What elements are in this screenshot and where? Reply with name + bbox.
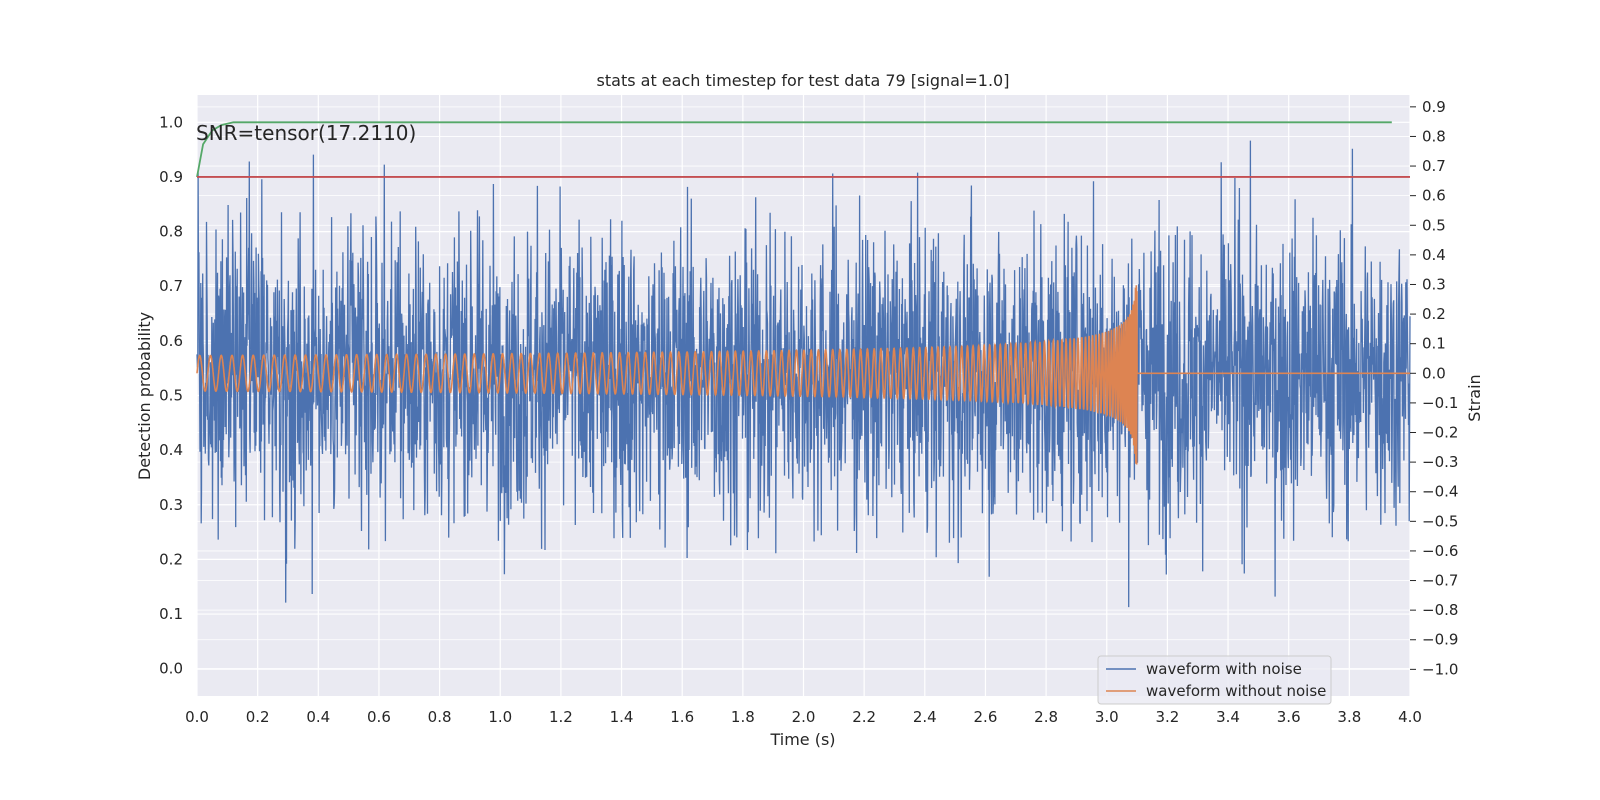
y-tick-label: 0.0 [159,660,183,678]
x-tick-label: 3.4 [1216,708,1240,726]
x-tick-label: 1.2 [549,708,573,726]
y2-tick-label: 0.5 [1422,216,1446,234]
x-tick-label: 0.2 [246,708,270,726]
x-tick-label: 1.4 [610,708,634,726]
snr-annotation: SNR=tensor(17.2110) [196,121,416,145]
y2-tick-label: −1.0 [1422,660,1458,678]
y2-tick-label: −0.6 [1422,542,1458,560]
y-axis-label: Detection probability [135,312,154,480]
y2-tick-label: 0.8 [1422,127,1446,145]
x-tick-label: 3.2 [1155,708,1179,726]
y2-tick-label: −0.2 [1422,424,1458,442]
y-tick-label: 0.3 [159,496,183,514]
y2-tick-label: 0.0 [1422,364,1446,382]
y-axis-ticks: 0.0 0.1 0.2 0.3 0.4 0.5 0.6 0.7 0.8 0.9 1.0 [159,113,183,677]
y2-tick-label: 0.3 [1422,275,1446,293]
y2-tick-label: 0.6 [1422,187,1446,205]
legend: waveform with noise waveform without noi… [1097,655,1332,705]
x-tick-label: 0.8 [428,708,452,726]
y2-tick-label: 0.2 [1422,305,1446,323]
y-tick-label: 0.9 [159,168,183,186]
x-tick-label: 0.0 [185,708,209,726]
x-tick-label: 1.0 [488,708,512,726]
legend-box [1097,655,1332,705]
y-tick-label: 0.2 [159,550,183,568]
y2-tick-label: −0.5 [1422,512,1458,530]
y2-tick-label: −0.8 [1422,601,1458,619]
x-tick-label: 2.2 [852,708,876,726]
y2-tick-label: 0.4 [1422,246,1446,264]
clean-waveform-layer [196,285,1410,465]
x-tick-label: 0.6 [367,708,391,726]
y-tick-label: 0.6 [159,332,183,350]
y2-tick-label: −0.3 [1422,453,1458,471]
x-axis-label: Time (s) [769,730,835,749]
y-tick-label: 0.1 [159,605,183,623]
x-tick-label: 2.0 [792,708,816,726]
x-tick-label: 2.8 [1034,708,1058,726]
x-tick-label: 0.4 [306,708,330,726]
x-tick-label: 1.6 [670,708,694,726]
y-tick-label: 0.5 [159,387,183,405]
x-axis-ticks: 0.0 0.2 0.4 0.6 0.8 1.0 1.2 1.4 1.6 1.8 2.0 2.2 2.4 2… [185,708,1422,726]
detection-probability-line [196,121,1392,178]
y2-tick-label: −0.9 [1422,631,1458,649]
x-tick-label: 3.8 [1337,708,1361,726]
y2-tick-label: 0.9 [1422,98,1446,116]
x-tick-label: 1.8 [731,708,755,726]
y-tick-label: 1.0 [159,113,183,131]
chart-title: stats at each timestep for test data 79 … [597,71,1010,90]
y2-axis-label: Strain [1465,374,1484,421]
clean-waveform-line [196,285,1410,465]
y2-axis-ticks: 0.9 0.8 0.7 0.6 0.5 0.4 0.3 0.2 0.1 0.0 −0.1 −0.2 −0… [1410,98,1458,678]
y2-tick-label: 0.1 [1422,335,1446,353]
x-tick-label: 2.6 [974,708,998,726]
x-tick-label: 3.6 [1277,708,1301,726]
y-tick-label: 0.8 [159,223,183,241]
probability-layer [196,121,1410,178]
legend-label-clean: waveform without noise [1146,682,1326,700]
y2-tick-label: −0.4 [1422,483,1458,501]
x-tick-label: 4.0 [1398,708,1422,726]
y2-tick-label: −0.7 [1422,572,1458,590]
y-tick-label: 0.7 [159,277,183,295]
legend-label-noisy: waveform with noise [1146,660,1302,678]
y2-tick-label: 0.7 [1422,157,1446,175]
x-tick-label: 3.0 [1095,708,1119,726]
y2-tick-label: −0.1 [1422,394,1458,412]
x-tick-label: 2.4 [913,708,937,726]
y-tick-label: 0.4 [159,441,183,459]
